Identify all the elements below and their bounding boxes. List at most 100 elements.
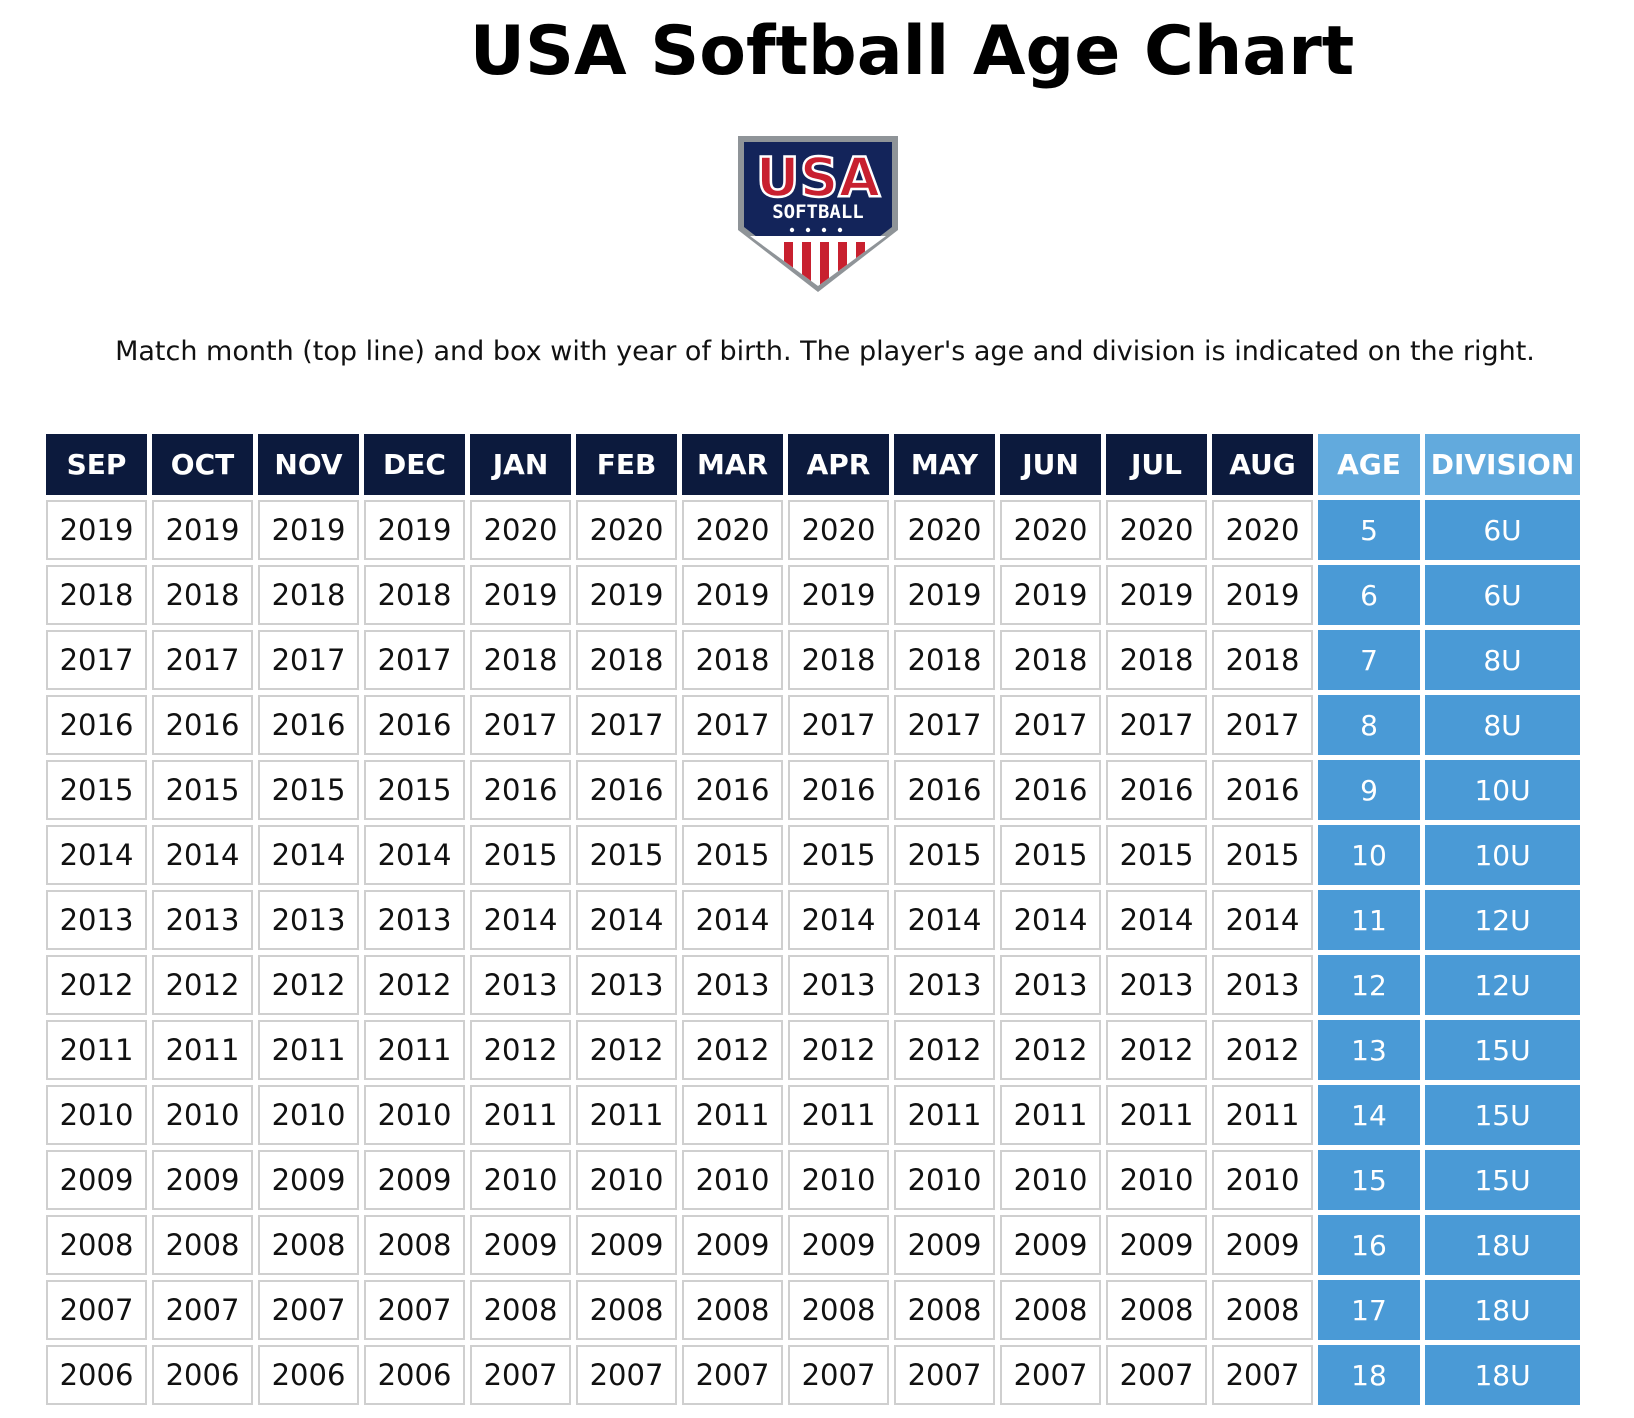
birth-year-cell: 2016 (258, 695, 359, 755)
birth-year-cell: 2018 (1000, 630, 1101, 690)
birth-year-cell: 2007 (682, 1345, 783, 1405)
birth-year-cell: 2016 (152, 695, 253, 755)
birth-year-cell: 2015 (364, 760, 465, 820)
birth-year-cell: 2007 (470, 1345, 571, 1405)
birth-year-cell: 2020 (1212, 500, 1313, 560)
header-cell-sep: SEP (46, 434, 147, 495)
usa-softball-logo: USA SOFTBALL (738, 136, 898, 292)
birth-year-cell: 2012 (470, 1020, 571, 1080)
birth-year-cell: 2019 (788, 565, 889, 625)
birth-year-cell: 2018 (46, 565, 147, 625)
birth-year-cell: 2016 (364, 695, 465, 755)
birth-year-cell: 2012 (576, 1020, 677, 1080)
birth-year-cell: 2012 (364, 955, 465, 1015)
birth-year-cell: 2013 (258, 890, 359, 950)
birth-year-cell: 2019 (894, 565, 995, 625)
birth-year-cell: 2019 (470, 565, 571, 625)
age-cell: 5 (1318, 500, 1420, 560)
birth-year-cell: 2019 (1106, 565, 1207, 625)
birth-year-cell: 2017 (1212, 695, 1313, 755)
birth-year-cell: 2012 (682, 1020, 783, 1080)
table-header-row: SEP OCT NOV DEC JAN FEB MAR APR MAY JUN JUL AUG AGE D… (46, 434, 1594, 495)
birth-year-cell: 2017 (894, 695, 995, 755)
age-cell: 15 (1318, 1150, 1420, 1210)
birth-year-cell: 2009 (364, 1150, 465, 1210)
birth-year-cell: 2019 (1000, 565, 1101, 625)
birth-year-cell: 2016 (46, 695, 147, 755)
age-cell: 14 (1318, 1085, 1420, 1145)
header-cell-aug: AUG (1212, 434, 1313, 495)
birth-year-cell: 2013 (1000, 955, 1101, 1015)
birth-year-cell: 2009 (682, 1215, 783, 1275)
birth-year-cell: 2010 (682, 1150, 783, 1210)
birth-year-cell: 2012 (258, 955, 359, 1015)
birth-year-cell: 2019 (46, 500, 147, 560)
birth-year-cell: 2017 (152, 630, 253, 690)
birth-year-cell: 2016 (1000, 760, 1101, 820)
logo-stars-icon (789, 227, 843, 233)
age-cell: 7 (1318, 630, 1420, 690)
birth-year-cell: 2007 (1106, 1345, 1207, 1405)
birth-year-cell: 2006 (364, 1345, 465, 1405)
birth-year-cell: 2008 (258, 1215, 359, 1275)
birth-year-cell: 2018 (894, 630, 995, 690)
birth-year-cell: 2017 (1106, 695, 1207, 755)
birth-year-cell: 2009 (258, 1150, 359, 1210)
birth-year-cell: 2019 (682, 565, 783, 625)
logo-bottom-text: SOFTBALL (772, 201, 864, 223)
birth-year-cell: 2018 (576, 630, 677, 690)
table-row: 2018 2018 2018 2018 2019 2019 2019 2019 2019 2019… (46, 565, 1594, 630)
birth-year-cell: 2011 (1106, 1085, 1207, 1145)
birth-year-cell: 2019 (364, 500, 465, 560)
birth-year-cell: 2017 (470, 695, 571, 755)
birth-year-cell: 2006 (258, 1345, 359, 1405)
instructions-caption: Match month (top line) and box with year… (115, 336, 1535, 367)
birth-year-cell: 2018 (1212, 630, 1313, 690)
birth-year-cell: 2014 (788, 890, 889, 950)
birth-year-cell: 2007 (1000, 1345, 1101, 1405)
table-row: 2013 2013 2013 2013 2014 2014 2014 2014 2014 2014… (46, 890, 1594, 955)
division-cell: 12U (1425, 890, 1580, 950)
age-cell: 10 (1318, 825, 1420, 885)
birth-year-cell: 2017 (788, 695, 889, 755)
birth-year-cell: 2009 (1106, 1215, 1207, 1275)
birth-year-cell: 2008 (788, 1280, 889, 1340)
birth-year-cell: 2008 (894, 1280, 995, 1340)
birth-year-cell: 2018 (152, 565, 253, 625)
header-cell-jun: JUN (1000, 434, 1101, 495)
birth-year-cell: 2013 (894, 955, 995, 1015)
birth-year-cell: 2018 (470, 630, 571, 690)
table-row: 2010 2010 2010 2010 2011 2011 2011 2011 2011 2011… (46, 1085, 1594, 1150)
birth-year-cell: 2020 (470, 500, 571, 560)
birth-year-cell: 2006 (46, 1345, 147, 1405)
birth-year-cell: 2019 (152, 500, 253, 560)
birth-year-cell: 2018 (364, 565, 465, 625)
birth-year-cell: 2007 (1212, 1345, 1313, 1405)
birth-year-cell: 2008 (364, 1215, 465, 1275)
birth-year-cell: 2014 (364, 825, 465, 885)
birth-year-cell: 2015 (1000, 825, 1101, 885)
division-cell: 15U (1425, 1020, 1580, 1080)
birth-year-cell: 2018 (258, 565, 359, 625)
birth-year-cell: 2017 (258, 630, 359, 690)
birth-year-cell: 2015 (576, 825, 677, 885)
table-row: 2008 2008 2008 2008 2009 2009 2009 2009 2009 2009… (46, 1215, 1594, 1280)
birth-year-cell: 2015 (788, 825, 889, 885)
birth-year-cell: 2010 (1000, 1150, 1101, 1210)
birth-year-cell: 2008 (1212, 1280, 1313, 1340)
birth-year-cell: 2014 (470, 890, 571, 950)
age-cell: 16 (1318, 1215, 1420, 1275)
birth-year-cell: 2013 (152, 890, 253, 950)
birth-year-cell: 2011 (470, 1085, 571, 1145)
header-cell-dec: DEC (364, 434, 465, 495)
birth-year-cell: 2012 (894, 1020, 995, 1080)
birth-year-cell: 2013 (788, 955, 889, 1015)
header-cell-apr: APR (788, 434, 889, 495)
birth-year-cell: 2010 (258, 1085, 359, 1145)
birth-year-cell: 2009 (152, 1150, 253, 1210)
division-cell: 8U (1425, 695, 1580, 755)
birth-year-cell: 2015 (46, 760, 147, 820)
age-cell: 13 (1318, 1020, 1420, 1080)
birth-year-cell: 2015 (152, 760, 253, 820)
birth-year-cell: 2007 (364, 1280, 465, 1340)
